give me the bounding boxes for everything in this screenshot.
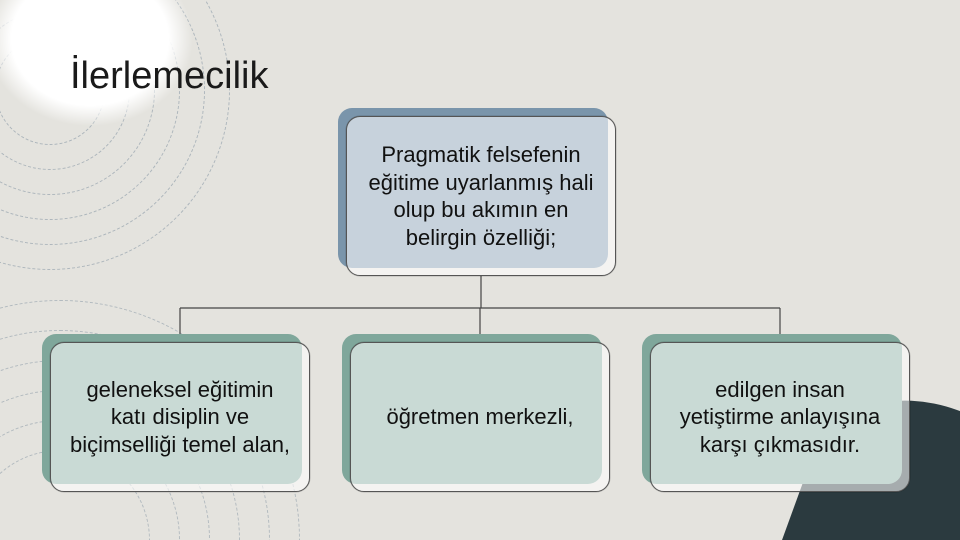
node-text: Pragmatik felsefenin eğitime uyarlanmış …	[365, 141, 597, 251]
node-card: edilgen insan yetiştirme anlayışına karş…	[650, 342, 910, 492]
page-title-text: İlerlemecilik	[70, 55, 268, 97]
tree-root-node: Pragmatik felsefenin eğitime uyarlanmış …	[346, 116, 616, 276]
slide-content: İlerlemecilik Pragmatik felsefenin eğiti…	[0, 0, 960, 540]
page-title: İlerlemecilik	[70, 55, 268, 98]
node-card: Pragmatik felsefenin eğitime uyarlanmış …	[346, 116, 616, 276]
tree-child-node: geleneksel eğitimin katı disiplin ve biç…	[50, 342, 310, 492]
node-card: öğretmen merkezli,	[350, 342, 610, 492]
tree-child-node: edilgen insan yetiştirme anlayışına karş…	[650, 342, 910, 492]
node-card: geleneksel eğitimin katı disiplin ve biç…	[50, 342, 310, 492]
node-text: geleneksel eğitimin katı disiplin ve biç…	[69, 376, 291, 459]
tree-child-node: öğretmen merkezli,	[350, 342, 610, 492]
node-text: öğretmen merkezli,	[386, 403, 573, 431]
node-text: edilgen insan yetiştirme anlayışına karş…	[669, 376, 891, 459]
